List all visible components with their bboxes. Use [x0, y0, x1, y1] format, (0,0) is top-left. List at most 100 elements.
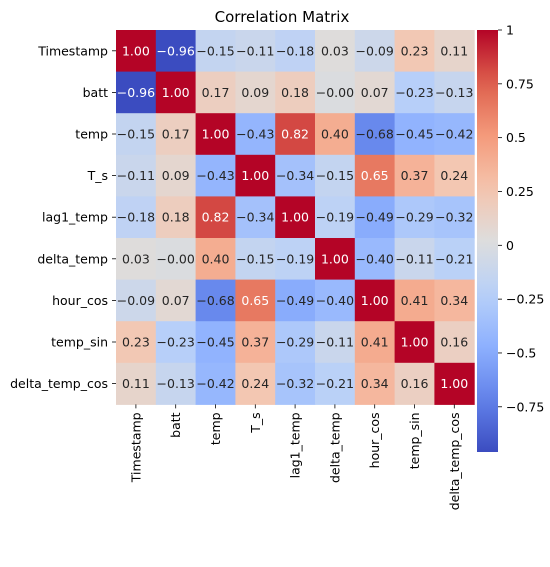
- heatmap-cell: [275, 154, 316, 197]
- cell-value-label: 0.23: [401, 43, 429, 58]
- heatmap-cell: [155, 196, 197, 239]
- colorbar-tick-label: 0.75: [506, 76, 534, 91]
- heatmap-cell: [434, 321, 475, 364]
- cell-value-label: 0.40: [321, 127, 349, 142]
- y-tick-label: batt: [83, 85, 108, 100]
- cell-value-label: 0.18: [162, 210, 190, 225]
- x-tick-label: T_s: [248, 412, 263, 433]
- heatmap-cell: [354, 30, 396, 73]
- cell-value-label: 0.34: [361, 376, 389, 391]
- cell-value-label: −0.13: [157, 376, 195, 391]
- cell-value-label: 0.65: [241, 293, 269, 308]
- cell-value-label: −0.49: [356, 210, 394, 225]
- cell-value-label: 0.41: [361, 335, 389, 350]
- heatmap-cell: [315, 321, 356, 364]
- heatmap-cells: [116, 30, 475, 405]
- colorbar-ticks: 1 0.75 0.5 0.25 0 −0.25 −0.5 −0.75: [498, 23, 544, 414]
- colorbar-tick-label: −0.25: [506, 292, 544, 307]
- cell-value-label: −0.00: [157, 251, 195, 266]
- heatmap-cell: [116, 279, 157, 322]
- cell-value-label: −0.15: [316, 168, 354, 183]
- heatmap-cell: [235, 362, 276, 405]
- cell-value-label: −0.11: [236, 43, 274, 58]
- heatmap-cell: [394, 238, 435, 281]
- y-tick-label: temp: [75, 127, 108, 142]
- colorbar-tick-label: 0.5: [506, 130, 526, 145]
- cell-value-label: −0.96: [157, 43, 195, 58]
- heatmap-cell: [195, 196, 236, 239]
- heatmap-cell: [275, 71, 316, 114]
- heatmap-cell: [155, 30, 197, 73]
- heatmap-cell: [155, 238, 197, 281]
- cell-value-label: 1.00: [202, 127, 230, 142]
- heatmap-cell: [116, 321, 157, 364]
- heatmap-cell: [155, 71, 197, 114]
- heatmap-cell: [195, 321, 236, 364]
- cell-value-label: −0.23: [157, 335, 195, 350]
- cell-value-label: −0.19: [316, 210, 354, 225]
- heatmap-cell: [235, 71, 276, 114]
- x-tick-label: lag1_temp: [288, 412, 303, 478]
- x-tick-label: Timestamp: [128, 412, 143, 483]
- x-tick-label: delta_temp: [327, 412, 342, 483]
- cell-value-label: −0.42: [435, 127, 473, 142]
- cell-value-label: −0.43: [196, 168, 234, 183]
- cell-value-label: 0.03: [122, 251, 150, 266]
- heatmap-cell: [155, 154, 197, 197]
- y-tick-label: delta_temp_cos: [10, 376, 108, 391]
- heatmap-cell: [354, 113, 396, 156]
- heatmap-cell: [235, 113, 276, 156]
- heatmap-cell: [315, 154, 356, 197]
- y-tick-labels: Timestamp batt temp T_s lag1_temp delta_temph…: [10, 43, 116, 391]
- cell-value-label: −0.21: [435, 251, 473, 266]
- colorbar-tick-label: 1: [506, 23, 514, 38]
- heatmap-cell: [394, 196, 435, 239]
- heatmap-cell: [116, 196, 157, 239]
- heatmap-cell: [155, 279, 197, 322]
- heatmap-cell: [235, 196, 276, 239]
- cell-value-label: −0.29: [395, 210, 433, 225]
- cell-value-label: 0.03: [321, 43, 349, 58]
- y-tick-label: hour_cos: [52, 293, 108, 308]
- cell-value-label: 0.24: [241, 376, 269, 391]
- cell-value-label: 0.23: [122, 335, 150, 350]
- heatmap-cell: [434, 30, 475, 73]
- heatmap-cell: [354, 71, 396, 114]
- cell-value-label: 0.34: [440, 293, 468, 308]
- cell-value-label: −0.45: [395, 127, 433, 142]
- heatmap-cell: [195, 238, 236, 281]
- cell-value-label: −0.49: [276, 293, 314, 308]
- heatmap-cell: [315, 30, 356, 73]
- chart-title: Correlation Matrix: [215, 8, 350, 26]
- heatmap-cell: [275, 196, 316, 239]
- cell-value-label: 1.00: [162, 85, 190, 100]
- heatmap-cell: [116, 362, 157, 405]
- colorbar-tick-label: 0.25: [506, 184, 534, 199]
- heatmap-cell: [155, 321, 197, 364]
- heatmap-cell: [394, 321, 435, 364]
- heatmap-cell: [434, 196, 475, 239]
- cell-value-label: 0.11: [440, 43, 468, 58]
- y-tick-label: T_s: [87, 168, 108, 183]
- cell-value-label: −0.09: [117, 293, 155, 308]
- cell-value-label: −0.09: [356, 43, 394, 58]
- cell-value-label: 1.00: [401, 335, 429, 350]
- cell-value-label: −0.19: [276, 251, 314, 266]
- cell-value-label: 0.18: [281, 85, 309, 100]
- x-tick-label: delta_temp_cos: [447, 412, 462, 510]
- heatmap-cell: [195, 154, 236, 197]
- heatmap-cell: [394, 113, 435, 156]
- heatmap-cell: [315, 238, 356, 281]
- heatmap-cell: [354, 196, 396, 239]
- cell-value-label: 0.41: [401, 293, 429, 308]
- heatmap-cell: [116, 238, 157, 281]
- cell-value-label: −0.34: [236, 210, 274, 225]
- cell-value-label: −0.68: [196, 293, 234, 308]
- heatmap-cell: [434, 279, 475, 322]
- cell-value-label: −0.34: [276, 168, 314, 183]
- heatmap-cell: [354, 154, 396, 197]
- cell-value-label: 1.00: [321, 251, 349, 266]
- cell-value-label: 0.07: [361, 85, 389, 100]
- heatmap-cell: [394, 279, 435, 322]
- heatmap-cell: [116, 71, 157, 114]
